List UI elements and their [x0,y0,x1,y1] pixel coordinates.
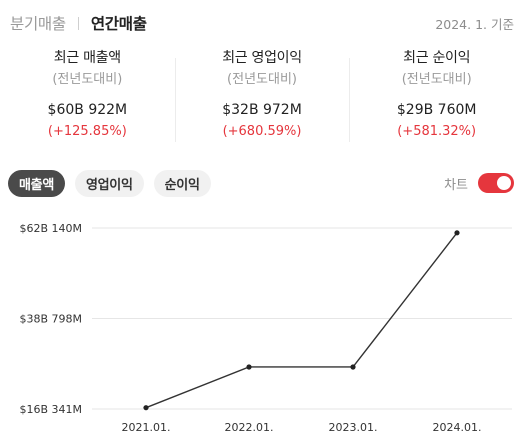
metric-title: 최근 순이익 [403,50,471,66]
metric-operating-income: 최근 영업이익 (전년도대비) $32B 972M (+680.59%) [174,48,350,144]
metric-value: $32B 972M [222,102,302,118]
metric-value: $60B 922M [47,102,128,118]
metric-subtitle: (전년도대비) [52,72,123,87]
series-line [145,232,458,409]
filter-net-income-button[interactable]: 순이익 [153,169,211,197]
y-tick-label: $38B 798M [19,313,82,326]
tab-annual-revenue[interactable]: 연간매출 [90,15,147,33]
as-of-date: 2024. 1. 기준 [435,16,514,32]
metric-revenue: 최근 매출액 (전년도대비) $60B 922M (+125.85%) [0,48,175,144]
tab-divider [77,16,79,30]
filter-operating-income-button[interactable]: 영업이익 [74,169,144,197]
metrics-summary: 최근 매출액 (전년도대비) $60B 922M (+125.85%) 최근 영… [0,48,524,144]
metric-title: 최근 영업이익 [222,50,302,66]
data-point [246,364,252,370]
filter-revenue-button[interactable]: 매출액 [8,169,65,197]
metric-subtitle: (전년도대비) [227,72,297,87]
metric-net-income: 최근 순이익 (전년도대비) $29B 760M (+581.32%) [349,48,524,144]
chart-toggle-label: 차트 [444,177,468,193]
x-tick-label: 2022.01. [225,421,274,434]
revenue-chart: $16B 341M $38B 798M $62B 140M 2021.01. 2022.… [0,210,524,442]
data-point [143,405,149,411]
y-tick-label: $16B 341M [19,403,82,416]
toggle-knob [497,176,511,190]
line-chart-svg: $16B 341M $38B 798M $62B 140M 2021.01. 2022.… [19,222,512,434]
tab-quarterly-revenue[interactable]: 분기매출 [10,15,66,33]
metric-change: (+680.59%) [222,124,302,139]
metric-value: $29B 760M [396,102,477,118]
x-tick-label: 2024.01. [433,421,482,434]
metric-change: (+125.85%) [47,124,127,139]
data-point [350,364,356,370]
data-point [454,230,460,236]
chart-controls: 매출액 영업이익 순이익 차트 [8,169,514,197]
metric-change: (+581.32%) [397,124,477,139]
chart-toggle-group: 차트 [444,173,514,193]
metric-title: 최근 매출액 [53,50,121,66]
x-tick-label: 2023.01. [329,421,378,434]
y-tick-label: $62B 140M [19,222,82,235]
header: 분기매출 연간매출 2024. 1. 기준 [10,11,514,35]
chart-toggle-switch[interactable] [478,173,514,193]
x-tick-label: 2021.01. [122,421,171,434]
metric-subtitle: (전년도대비) [401,72,472,87]
